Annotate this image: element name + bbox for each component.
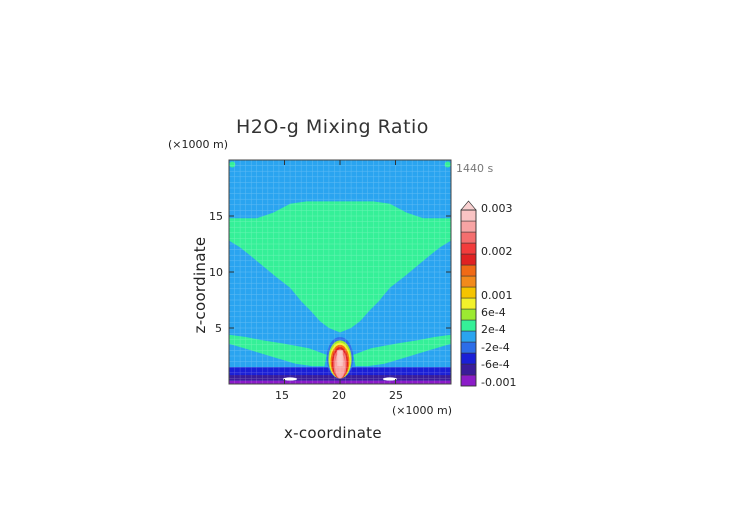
x-tick-label: 25 [389, 389, 403, 402]
x-tick-label: 15 [275, 389, 289, 402]
colorbar-segment [460, 352, 477, 365]
x-tick-label: 20 [332, 389, 346, 402]
contour-region-upper [229, 201, 451, 333]
colorbar-segment [460, 253, 477, 266]
grid [228, 159, 452, 385]
colorbar-segment [460, 308, 477, 321]
colorbar-label: -0.001 [481, 376, 517, 389]
colorbar-label: 0.003 [481, 202, 513, 215]
contour-spot [283, 377, 298, 381]
colorbar-segment [460, 275, 477, 288]
x-axis-label: x-coordinate [284, 424, 382, 442]
colorbar-segment [460, 297, 477, 310]
y-tick-label: 5 [215, 322, 222, 335]
colorbar-arrow [460, 200, 477, 211]
colorbar-segment [460, 264, 477, 277]
y-tick-label: 15 [209, 210, 223, 223]
colorbar-label: -2e-4 [481, 341, 510, 354]
colorbar-label: 0.001 [481, 289, 513, 302]
colorbar-label: 2e-4 [481, 323, 506, 336]
colorbar-segment [460, 363, 477, 376]
contour-region-lobe-left [229, 334, 327, 367]
colorbar-segment [460, 341, 477, 354]
colorbar-segment [460, 209, 477, 222]
colorbar-segment [460, 242, 477, 255]
chart-title: H2O-g Mixing Ratio [236, 116, 429, 138]
x-unit-label: (×1000 m) [392, 404, 453, 417]
contour-spot [229, 161, 236, 168]
colorbar-segment [460, 231, 477, 244]
contour-region-lobe-right [353, 334, 451, 367]
colorbar-segment [460, 374, 477, 387]
colorbar-label: 0.002 [481, 245, 513, 258]
y-unit-label: (×1000 m) [168, 138, 229, 151]
colorbar-segment [460, 220, 477, 233]
contour-spot [382, 377, 397, 381]
colorbar-label: -6e-4 [481, 358, 510, 371]
time-label: 1440 s [456, 162, 494, 175]
colorbar-segment [460, 319, 477, 332]
y-tick-label: 10 [209, 266, 223, 279]
colorbar-frame [460, 209, 477, 387]
contour-spot [444, 161, 451, 168]
contour-plume-core [337, 350, 343, 367]
colorbar-segment [460, 330, 477, 343]
colorbar-label: 6e-4 [481, 306, 506, 319]
colorbar-segment [460, 286, 477, 299]
